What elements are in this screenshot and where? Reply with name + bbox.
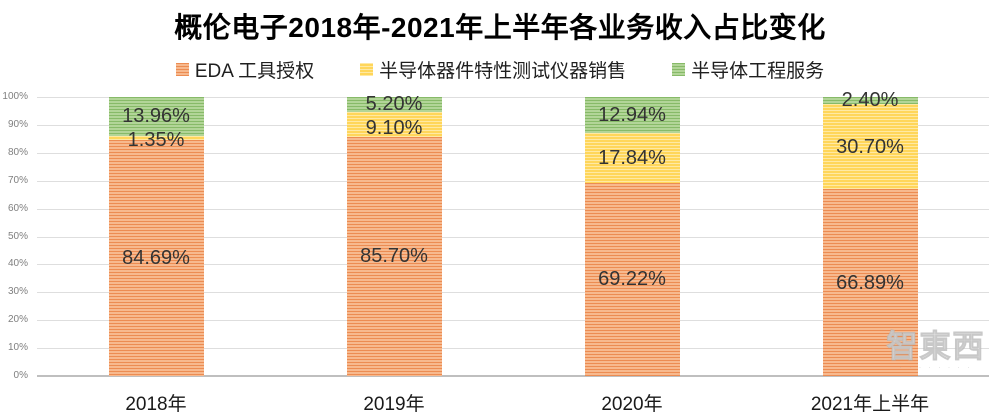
bar-2018年: 13.96% 1.35% 84.69% bbox=[108, 97, 204, 376]
gridline bbox=[37, 237, 989, 238]
data-label: 1.35% bbox=[127, 129, 185, 152]
gridline bbox=[37, 209, 989, 210]
legend-label: 半导体器件特性测试仪器销售 bbox=[379, 61, 627, 82]
segment-EDA 工具授权 bbox=[108, 139, 204, 376]
y-axis-tick-label: 50% bbox=[7, 230, 28, 242]
segment-EDA 工具授权 bbox=[346, 136, 442, 376]
x-axis-line bbox=[37, 375, 989, 377]
data-label: 2.40% bbox=[841, 89, 899, 112]
data-label: 12.94% bbox=[598, 104, 666, 127]
segment-EDA 工具授权 bbox=[822, 189, 918, 376]
gridline bbox=[37, 264, 989, 265]
y-axis-tick-label: 70% bbox=[7, 174, 28, 186]
segment-半导体器件特性测试仪器销售 bbox=[822, 103, 918, 190]
gridline bbox=[37, 153, 989, 154]
bar-2020年: 12.94% 17.84% 69.22% bbox=[584, 97, 680, 376]
y-axis-tick-label: 80% bbox=[7, 146, 28, 158]
segment-半导体器件特性测试仪器销售 bbox=[346, 111, 442, 137]
data-label: 84.69% bbox=[122, 246, 190, 269]
segment-半导体器件特性测试仪器销售 bbox=[108, 135, 204, 140]
gridline bbox=[37, 97, 989, 98]
data-label: 5.20% bbox=[365, 93, 423, 116]
legend-label: 半导体工程服务 bbox=[691, 61, 825, 82]
data-label: 66.89% bbox=[836, 271, 904, 294]
segment-半导体器件特性测试仪器销售 bbox=[584, 133, 680, 183]
gridline bbox=[37, 348, 989, 349]
y-axis-tick-label: 90% bbox=[7, 118, 28, 130]
gridline bbox=[37, 181, 989, 182]
segment-半导体工程服务 bbox=[584, 97, 680, 134]
bar-2019年: 5.20% 9.10% 85.70% bbox=[346, 93, 442, 376]
data-label: 17.84% bbox=[598, 146, 666, 169]
data-label: 13.96% bbox=[122, 105, 190, 128]
y-axis-tick-label: 60% bbox=[7, 202, 28, 214]
y-axis-tick-label: 30% bbox=[7, 286, 28, 298]
gridline bbox=[37, 125, 989, 126]
y-axis-tick-label: 40% bbox=[7, 258, 28, 270]
legend-item-2: 半导体工程服务 bbox=[672, 56, 824, 83]
x-axis-label-2019年: 2019年 bbox=[363, 394, 425, 415]
segment-半导体工程服务 bbox=[346, 97, 442, 112]
data-label: 9.10% bbox=[365, 117, 423, 140]
segment-半导体工程服务 bbox=[108, 97, 204, 136]
plot-area: 13.96% 1.35% 84.69% 5.20% 9.10% 85.70% 12.94% 1… bbox=[37, 89, 989, 377]
legend-swatch-icon bbox=[672, 63, 686, 76]
legend: EDA 工具授权 半导体器件特性测试仪器销售 半导体工程服务 bbox=[0, 56, 1000, 83]
x-axis-label-2020年: 2020年 bbox=[601, 394, 663, 415]
y-axis-tick-label: 20% bbox=[7, 314, 28, 326]
legend-item-0: EDA 工具授权 bbox=[175, 56, 315, 83]
legend-label: EDA 工具授权 bbox=[194, 61, 315, 82]
segment-半导体工程服务 bbox=[822, 97, 918, 104]
gridline bbox=[37, 292, 989, 293]
y-axis-tick-label: 100% bbox=[2, 91, 28, 102]
chart-title: 概伦电子2018年-2021年上半年各业务收入占比变化 bbox=[174, 12, 826, 43]
legend-swatch-icon bbox=[360, 63, 374, 76]
y-axis-tick-label: 0% bbox=[13, 370, 28, 381]
x-axis-label-2018年: 2018年 bbox=[125, 394, 187, 415]
gridline bbox=[37, 320, 989, 321]
bar-2021年上半年: 2.40% 30.70% 66.89% bbox=[822, 89, 918, 376]
data-label: 69.22% bbox=[598, 268, 666, 291]
legend-swatch-icon bbox=[175, 63, 189, 76]
x-axis-label-2021年上半年: 2021年上半年 bbox=[810, 394, 930, 415]
data-label: 30.70% bbox=[836, 135, 904, 158]
legend-item-1: 半导体器件特性测试仪器销售 bbox=[360, 56, 626, 83]
y-axis-tick-label: 10% bbox=[7, 342, 28, 354]
segment-EDA 工具授权 bbox=[584, 182, 680, 376]
data-label: 85.70% bbox=[360, 245, 428, 268]
